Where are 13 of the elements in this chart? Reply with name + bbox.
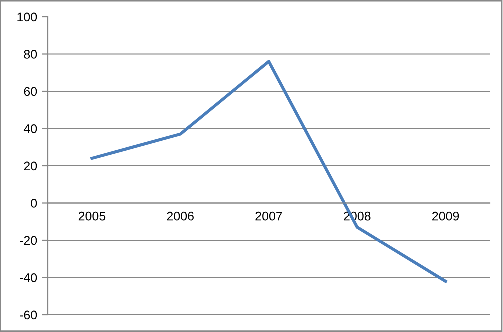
x-tick-label: 2006 xyxy=(167,212,194,221)
y-tick-label: 40 xyxy=(24,124,38,134)
y-tick-label: 0 xyxy=(31,199,38,208)
y-tick-label: 100 xyxy=(18,12,38,22)
x-tick-label: 2009 xyxy=(432,212,460,221)
x-tick-label: 2007 xyxy=(256,212,282,221)
y-tick-label: 20 xyxy=(24,162,38,171)
y-tick-label: -60 xyxy=(20,310,38,320)
y-tick-label: -20 xyxy=(20,236,38,246)
y-tick-label: 60 xyxy=(24,87,38,96)
y-tick-label: 80 xyxy=(24,50,38,59)
y-tick-label: -40 xyxy=(20,274,38,282)
x-tick-label: 2005 xyxy=(78,212,106,221)
